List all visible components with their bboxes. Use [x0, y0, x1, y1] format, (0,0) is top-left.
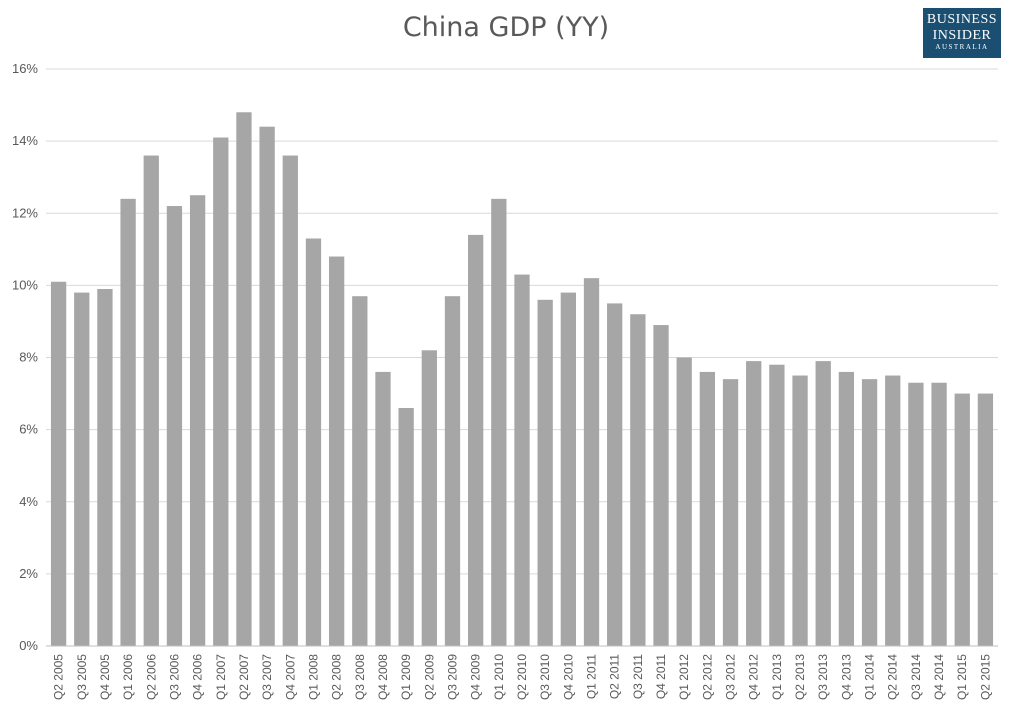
bar — [352, 296, 368, 646]
bar — [421, 350, 437, 646]
x-tick-label: Q4 2014 — [932, 654, 946, 700]
bar — [931, 382, 947, 646]
bar — [166, 206, 183, 646]
logo-line-3: AUSTRALIA — [935, 43, 989, 51]
bar — [560, 292, 576, 646]
bar — [514, 274, 530, 646]
bar — [468, 234, 484, 646]
bar — [630, 314, 646, 646]
y-tick-label: 14% — [12, 133, 38, 148]
x-tick-label: Q2 2007 — [237, 654, 251, 700]
x-tick-label: Q2 2009 — [422, 654, 436, 700]
x-tick-label: Q2 2006 — [144, 654, 158, 700]
x-tick-label: Q3 2011 — [631, 654, 645, 699]
x-tick-label: Q2 2011 — [608, 654, 622, 699]
x-tick-label: Q3 2006 — [167, 654, 181, 700]
bar — [213, 137, 229, 647]
y-tick-label: 16% — [12, 61, 38, 76]
x-tick-label: Q2 2005 — [52, 654, 66, 700]
bar — [74, 292, 90, 646]
bar — [305, 238, 322, 646]
y-tick-label: 6% — [19, 422, 38, 437]
x-tick-label: Q4 2010 — [561, 654, 575, 700]
x-tick-label: Q2 2015 — [978, 654, 992, 700]
x-tick-label: Q2 2014 — [886, 654, 900, 700]
x-tick-label: Q3 2008 — [353, 654, 367, 700]
x-tick-label: Q1 2007 — [214, 654, 228, 700]
business-insider-logo: BUSINESS INSIDER AUSTRALIA — [923, 8, 1001, 58]
y-tick-label: 12% — [12, 205, 38, 220]
x-tick-label: Q2 2008 — [330, 654, 344, 700]
bar — [143, 155, 159, 647]
bar — [977, 393, 994, 646]
x-tick-label: Q1 2014 — [863, 654, 877, 700]
bar — [375, 371, 391, 646]
bar — [189, 195, 206, 646]
x-tick-label: Q3 2007 — [260, 654, 274, 700]
logo-line-2: INSIDER — [932, 28, 992, 43]
bar — [328, 256, 345, 646]
x-tick-label: Q4 2011 — [654, 654, 668, 699]
x-tick-label: Q3 2012 — [724, 654, 738, 700]
bar — [699, 371, 716, 646]
x-tick-label: Q1 2010 — [492, 654, 506, 700]
x-tick-label: Q1 2011 — [585, 654, 599, 699]
bar — [259, 126, 275, 646]
bar — [50, 281, 67, 646]
bar — [769, 364, 785, 646]
y-tick-label: 4% — [19, 494, 38, 509]
x-tick-label: Q4 2012 — [747, 654, 761, 700]
bar — [954, 393, 970, 646]
x-tick-label: Q4 2007 — [283, 654, 297, 700]
bar — [815, 361, 831, 646]
x-tick-label: Q1 2009 — [399, 654, 413, 700]
bar — [722, 379, 739, 646]
chart-title: China GDP (YY) — [402, 12, 610, 43]
bar — [537, 299, 553, 646]
y-tick-label: 8% — [19, 350, 38, 365]
x-tick-label: Q3 2009 — [445, 654, 459, 700]
bar — [97, 288, 113, 646]
x-tick-label: Q1 2012 — [677, 654, 691, 700]
bar — [653, 325, 669, 646]
x-tick-label: Q4 2009 — [469, 654, 483, 700]
x-tick-label: Q2 2010 — [515, 654, 529, 700]
y-tick-label: 2% — [19, 566, 38, 581]
x-tick-label: Q1 2013 — [770, 654, 784, 700]
bar — [444, 296, 461, 646]
bar — [676, 357, 692, 646]
bar — [607, 303, 623, 646]
bar — [861, 379, 878, 646]
bar — [583, 278, 600, 646]
bar — [792, 375, 808, 646]
x-tick-label: Q4 2005 — [98, 654, 112, 700]
x-tick-label: Q4 2008 — [376, 654, 390, 700]
bar — [398, 407, 414, 646]
bar — [236, 112, 252, 646]
bar — [908, 382, 924, 646]
bar — [120, 198, 136, 646]
bar — [746, 361, 762, 646]
x-tick-label: Q4 2006 — [191, 654, 205, 700]
x-tick-label: Q3 2010 — [538, 654, 552, 700]
x-tick-label: Q1 2006 — [121, 654, 135, 700]
y-tick-label: 10% — [12, 277, 38, 292]
x-tick-label: Q2 2013 — [793, 654, 807, 700]
x-tick-label: Q1 2008 — [306, 654, 320, 700]
y-tick-label: 0% — [19, 638, 38, 653]
x-tick-label: Q3 2005 — [75, 654, 89, 700]
x-tick-label: Q2 2012 — [700, 654, 714, 700]
x-tick-label: Q1 2015 — [955, 654, 969, 700]
x-tick-label: Q3 2014 — [909, 654, 923, 700]
bar — [282, 155, 298, 647]
bar — [885, 375, 901, 646]
bar — [838, 371, 855, 646]
x-tick-label: Q4 2013 — [839, 654, 853, 700]
bar — [491, 198, 507, 646]
logo-line-1: BUSINESS — [926, 12, 998, 27]
x-tick-label: Q3 2013 — [816, 654, 830, 700]
